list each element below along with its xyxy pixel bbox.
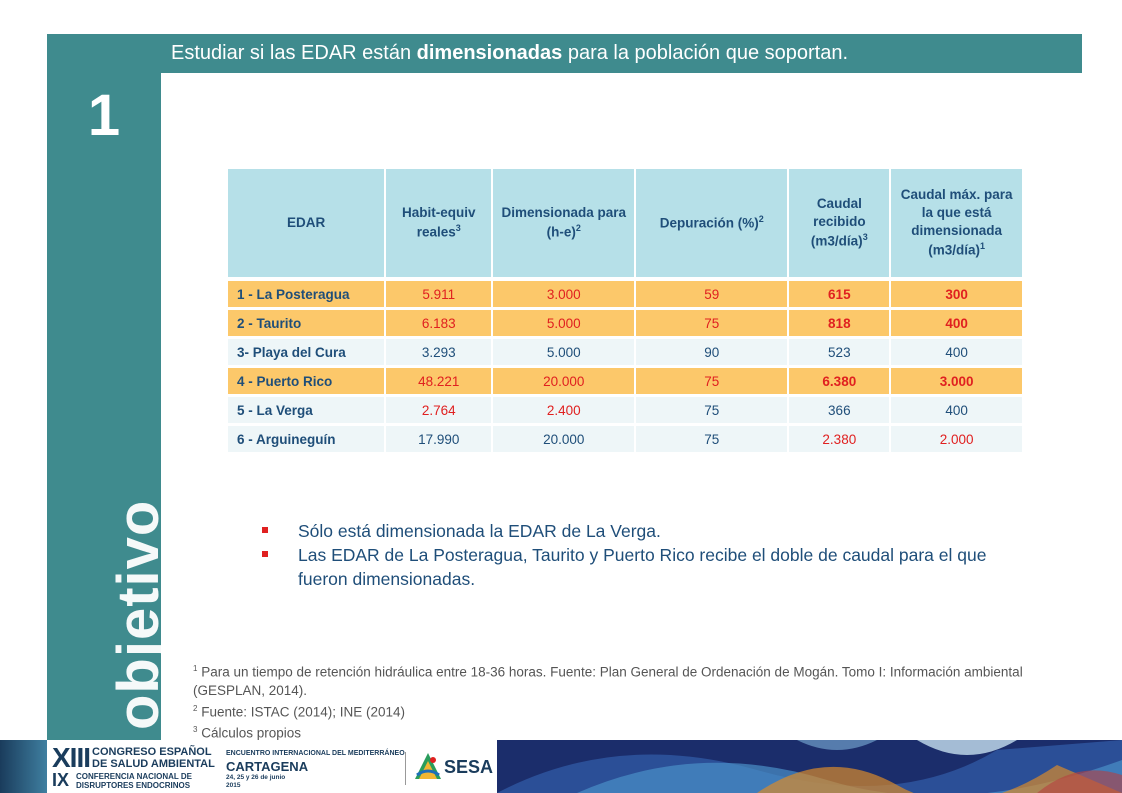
- row-name: 6 - Arguineguín: [228, 426, 387, 455]
- conference-line-2: DISRUPTORES ENDOCRINOS: [76, 781, 191, 790]
- decorative-graphic: [497, 740, 1122, 793]
- row-caudal-max: 300: [891, 281, 1022, 310]
- row-habit: 3.293: [386, 339, 494, 368]
- conference-number: IX: [52, 770, 70, 790]
- row-dim: 20.000: [493, 368, 637, 397]
- row-dep: 75: [636, 368, 790, 397]
- table-row: 5 - La Verga 2.764 2.400 75 366 400: [228, 397, 1022, 426]
- row-dep: 75: [636, 397, 790, 426]
- list-item: Las EDAR de La Posteragua, Taurito y Pue…: [262, 543, 1002, 591]
- row-caudal: 2.380: [789, 426, 892, 455]
- bullet-square-icon: [262, 551, 268, 557]
- row-name: 1 - La Posteragua: [228, 281, 387, 310]
- row-dim: 3.000: [493, 281, 637, 310]
- row-caudal-max: 2.000: [891, 426, 1022, 455]
- header-edar: EDAR: [228, 169, 387, 281]
- row-dim: 5.000: [493, 339, 637, 368]
- sidebar-panel: 1: [47, 34, 161, 740]
- header-title: Estudiar si las EDAR están dimensionadas…: [171, 42, 849, 64]
- row-habit: 17.990: [386, 426, 494, 455]
- row-name: 4 - Puerto Rico: [228, 368, 387, 397]
- congress-line-2: DE SALUD AMBIENTAL: [92, 758, 215, 770]
- bullet-square-icon: [262, 527, 268, 533]
- congress-number: XIII: [52, 742, 91, 773]
- table-row: 6 - Arguineguín 17.990 20.000 75 2.380 2…: [228, 426, 1022, 455]
- table-row: 1 - La Posteragua 5.911 3.000 59 615 300: [228, 281, 1022, 310]
- row-name: 2 - Taurito: [228, 310, 387, 339]
- encounter-city: CARTAGENA: [226, 759, 309, 774]
- footnotes: 1 Para un tiempo de retención hidráulica…: [193, 660, 1053, 743]
- table-row: 4 - Puerto Rico 48.221 20.000 75 6.380 3…: [228, 368, 1022, 397]
- footnote-item: 2 Fuente: ISTAC (2014); INE (2014): [193, 703, 406, 720]
- encounter-dates: 24, 25 y 26 de junio: [226, 774, 286, 781]
- header-bar: Estudiar si las EDAR están dimensionadas…: [161, 34, 1082, 73]
- congress-line-1: CONGRESO ESPAÑOL: [92, 746, 212, 758]
- header-caudal-recibido: Caudal recibido (m3/día)3: [789, 169, 892, 281]
- row-caudal-max: 3.000: [891, 368, 1022, 397]
- row-dep: 75: [636, 426, 790, 455]
- conference-line-1: CONFERENCIA NACIONAL DE: [76, 772, 193, 781]
- footer-divider: [405, 752, 406, 785]
- row-dim: 20.000: [493, 426, 637, 455]
- footer-left-graphic: [0, 740, 47, 793]
- footer-decorative-image: [497, 740, 1122, 793]
- header-habit-equiv: Habit-equiv reales3: [386, 169, 494, 281]
- row-dim: 5.000: [493, 310, 637, 339]
- sesa-logo-icon: [415, 753, 441, 779]
- row-caudal-max: 400: [891, 397, 1022, 426]
- footnote-item: 3 Cálculos propios: [193, 725, 302, 741]
- row-dep: 59: [636, 281, 790, 310]
- header-dimensionada: Dimensionada para (h-e)2: [493, 169, 637, 281]
- edar-table: EDAR Habit-equiv reales3 Dimensionada pa…: [228, 169, 1022, 455]
- header-depuracion: Depuración (%)2: [636, 169, 790, 281]
- header-caudal-max: Caudal máx. para la que está dimensionad…: [891, 169, 1022, 281]
- row-habit: 6.183: [386, 310, 494, 339]
- encounter-year: 2015: [226, 782, 241, 789]
- sesa-logo-text: SESA: [444, 757, 494, 777]
- row-dep: 90: [636, 339, 790, 368]
- row-habit: 2.764: [386, 397, 494, 426]
- row-name: 5 - La Verga: [228, 397, 387, 426]
- row-caudal-max: 400: [891, 310, 1022, 339]
- row-habit: 48.221: [386, 368, 494, 397]
- row-caudal: 615: [789, 281, 892, 310]
- row-habit: 5.911: [386, 281, 494, 310]
- row-name: 3- Playa del Cura: [228, 339, 387, 368]
- objective-label: objetivo: [106, 499, 171, 730]
- objective-number: 1: [87, 83, 121, 148]
- table-row: 2 - Taurito 6.183 5.000 75 818 400: [228, 310, 1022, 339]
- row-dep: 75: [636, 310, 790, 339]
- list-item: Sólo está dimensionada la EDAR de La Ver…: [262, 519, 1002, 543]
- footnote-item: 1 Para un tiempo de retención hidráulica…: [193, 664, 1023, 698]
- row-caudal: 366: [789, 397, 892, 426]
- row-dim: 2.400: [493, 397, 637, 426]
- row-caudal: 6.380: [789, 368, 892, 397]
- conclusion-list: Sólo está dimensionada la EDAR de La Ver…: [262, 519, 1002, 591]
- table-header-row: EDAR Habit-equiv reales3 Dimensionada pa…: [228, 169, 1022, 281]
- row-caudal: 523: [789, 339, 892, 368]
- row-caudal-max: 400: [891, 339, 1022, 368]
- row-caudal: 818: [789, 310, 892, 339]
- encounter-line-1: ENCUENTRO INTERNACIONAL DEL MEDITERRÁNEO: [226, 750, 405, 757]
- table-row: 3- Playa del Cura 3.293 5.000 90 523 400: [228, 339, 1022, 368]
